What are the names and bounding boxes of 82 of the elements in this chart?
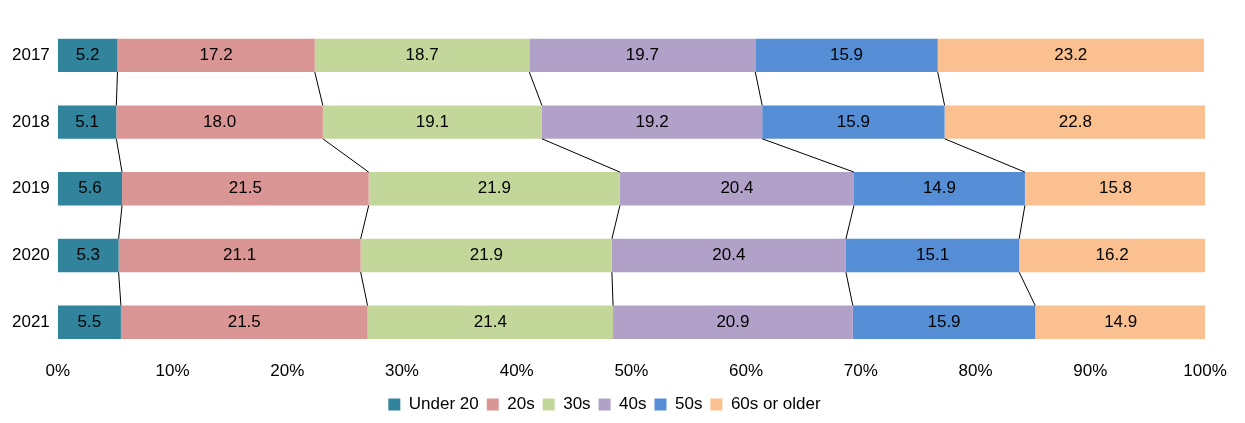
data-label: 19.2 xyxy=(635,111,669,131)
data-label: 5.6 xyxy=(78,178,102,198)
bar xyxy=(122,172,369,206)
bar xyxy=(1035,305,1205,339)
x-tick-label: 80% xyxy=(958,361,993,381)
bar xyxy=(613,305,853,339)
legend-label: 60s or older xyxy=(730,394,822,414)
data-label: 21.1 xyxy=(223,245,257,265)
y-tick-label: 2020 xyxy=(11,245,50,265)
y-tick-label: 2019 xyxy=(11,178,50,198)
bar xyxy=(1019,238,1205,273)
y-tick-label: 2017 xyxy=(11,45,50,65)
x-tick-label: 70% xyxy=(843,361,878,381)
bar xyxy=(116,105,323,139)
legend-label: 40s xyxy=(619,394,647,414)
bar xyxy=(367,305,614,339)
data-label: 15.9 xyxy=(829,45,864,65)
data-label: 19.7 xyxy=(625,45,659,65)
bar xyxy=(755,38,938,73)
bar xyxy=(57,305,121,339)
bar xyxy=(611,238,846,273)
data-label: 22.8 xyxy=(1058,111,1092,131)
data-label: 14.9 xyxy=(922,178,956,198)
x-tick-label: 60% xyxy=(729,361,764,381)
legend-label: 30s xyxy=(563,394,591,414)
bar xyxy=(322,105,542,139)
x-tick-label: 100% xyxy=(1183,361,1227,381)
data-label: 20.4 xyxy=(712,245,746,265)
bar xyxy=(57,38,118,73)
data-label: 18.7 xyxy=(405,45,439,65)
legend-label: 20s xyxy=(507,394,535,414)
bar xyxy=(57,238,119,273)
x-tick-label: 90% xyxy=(1073,361,1108,381)
data-label: 21.9 xyxy=(477,178,511,198)
bar xyxy=(541,105,763,139)
data-label: 21.4 xyxy=(473,311,507,331)
data-label: 21.5 xyxy=(228,178,262,198)
bar xyxy=(853,172,1025,206)
data-label: 18.0 xyxy=(203,111,237,131)
bar xyxy=(314,38,530,73)
bar xyxy=(360,238,612,273)
bar xyxy=(944,105,1205,139)
data-label: 17.2 xyxy=(199,45,233,65)
bar xyxy=(57,105,117,139)
data-label: 15.8 xyxy=(1098,178,1133,198)
bar xyxy=(57,172,123,206)
bar xyxy=(117,38,315,73)
data-label: 15.9 xyxy=(927,311,961,331)
x-tick-label: 40% xyxy=(499,361,534,381)
data-label: 20.4 xyxy=(720,178,754,198)
data-label: 23.2 xyxy=(1054,45,1088,65)
bar xyxy=(762,105,945,139)
x-tick-label: 20% xyxy=(270,361,305,381)
data-label: 15.9 xyxy=(836,111,870,131)
data-label: 5.5 xyxy=(77,311,102,331)
bar xyxy=(529,38,756,73)
bar xyxy=(845,238,1020,273)
x-tick-label: 0% xyxy=(45,361,71,381)
data-label: 21.5 xyxy=(227,311,261,331)
bar xyxy=(120,305,368,339)
legend-label: Under 20 xyxy=(408,394,479,414)
y-tick-label: 2021 xyxy=(11,311,50,331)
bar xyxy=(118,238,361,273)
bar xyxy=(368,172,620,206)
data-label: 15.1 xyxy=(916,245,950,265)
data-label: 5.3 xyxy=(76,245,101,265)
bar xyxy=(937,38,1204,73)
x-tick-label: 50% xyxy=(614,361,649,381)
data-label: 20.9 xyxy=(716,311,750,331)
x-tick-label: 30% xyxy=(384,361,419,381)
x-tick-label: 10% xyxy=(155,361,190,381)
data-label: 21.9 xyxy=(469,245,503,265)
bar xyxy=(852,305,1036,339)
data-label: 5.1 xyxy=(75,111,99,131)
data-label: 16.2 xyxy=(1095,245,1129,265)
data-label: 14.9 xyxy=(1104,311,1138,331)
data-label: 19.1 xyxy=(415,111,449,131)
legend-label: 50s xyxy=(674,394,703,414)
bar xyxy=(1024,172,1205,206)
bar xyxy=(619,172,854,206)
data-label: 5.2 xyxy=(75,45,100,65)
y-tick-label: 2018 xyxy=(11,111,50,131)
